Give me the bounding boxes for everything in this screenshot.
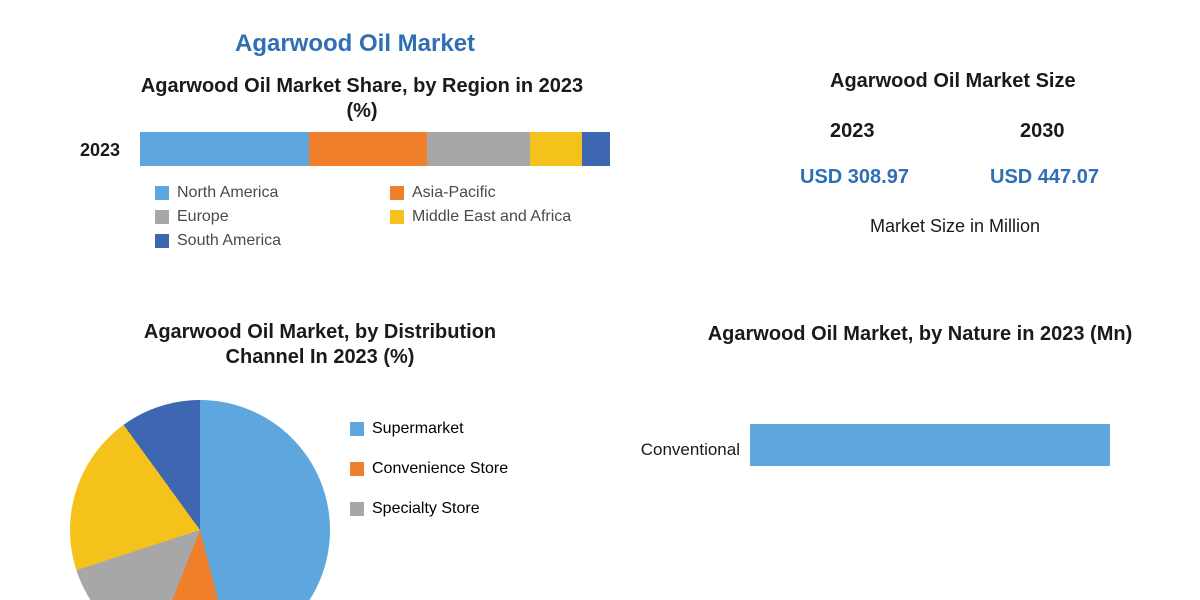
- legend-label: Specialty Store: [372, 500, 480, 518]
- canvas: Agarwood Oil Market Agarwood Oil Market …: [0, 0, 1200, 600]
- market-size-year-1: 2030: [1020, 120, 1065, 143]
- distribution-legend: Supermarket Convenience Store Specialty …: [350, 420, 508, 518]
- nature-bar: [750, 424, 1110, 466]
- legend-swatch: [390, 186, 404, 200]
- region-chart-title: Agarwood Oil Market Share, by Region in …: [132, 74, 592, 124]
- legend-swatch: [155, 234, 169, 248]
- legend-item: Middle East and Africa: [390, 208, 625, 226]
- region-seg-1: [309, 132, 427, 166]
- legend-item: Supermarket: [350, 420, 508, 438]
- region-legend: North America Asia-Pacific Europe Middle…: [155, 184, 625, 250]
- legend-item: Asia-Pacific: [390, 184, 625, 202]
- nature-chart-title: Agarwood Oil Market, by Nature in 2023 (…: [700, 322, 1140, 347]
- region-row-label: 2023: [80, 140, 120, 161]
- distribution-pie: [70, 400, 330, 600]
- market-size-title: Agarwood Oil Market Size: [830, 70, 1076, 93]
- nature-row-label: Conventional: [620, 440, 740, 460]
- main-title: Agarwood Oil Market: [235, 30, 475, 58]
- legend-swatch: [350, 462, 364, 476]
- legend-label: Supermarket: [372, 420, 464, 438]
- market-size-val-1: USD 447.07: [990, 166, 1099, 189]
- region-seg-2: [427, 132, 530, 166]
- market-size-val-0: USD 308.97: [800, 166, 909, 189]
- distribution-chart-title: Agarwood Oil Market, by Distribution Cha…: [110, 320, 530, 370]
- legend-label: Asia-Pacific: [412, 184, 496, 202]
- legend-swatch: [155, 210, 169, 224]
- legend-label: Middle East and Africa: [412, 208, 571, 226]
- legend-swatch: [155, 186, 169, 200]
- region-seg-0: [140, 132, 309, 166]
- legend-label: Europe: [177, 208, 229, 226]
- legend-swatch: [350, 422, 364, 436]
- market-size-subtitle: Market Size in Million: [870, 216, 1040, 237]
- legend-item: Specialty Store: [350, 500, 508, 518]
- legend-swatch: [390, 210, 404, 224]
- legend-item: South America: [155, 232, 390, 250]
- legend-item: Europe: [155, 208, 390, 226]
- legend-item: Convenience Store: [350, 460, 508, 478]
- market-size-year-0: 2023: [830, 120, 875, 143]
- region-seg-3: [530, 132, 582, 166]
- legend-swatch: [350, 502, 364, 516]
- legend-label: South America: [177, 232, 281, 250]
- region-stacked-bar: [140, 132, 610, 166]
- legend-label: North America: [177, 184, 278, 202]
- legend-item: North America: [155, 184, 390, 202]
- region-seg-4: [582, 132, 610, 166]
- legend-label: Convenience Store: [372, 460, 508, 478]
